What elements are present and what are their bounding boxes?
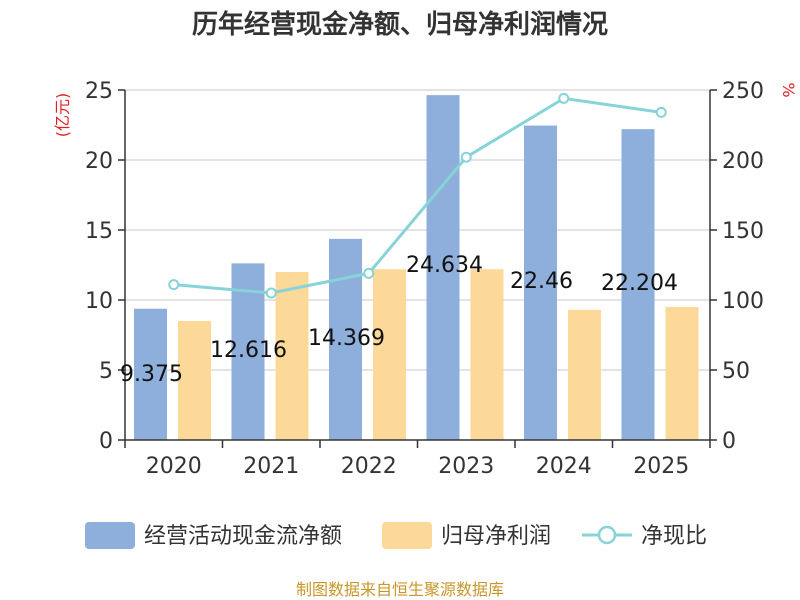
ratio-point: [460, 151, 472, 163]
legend-swatch-cashflow: [85, 522, 135, 549]
ratio-point: [655, 106, 667, 118]
legend-label-cashflow: 经营活动现金流净额: [144, 524, 342, 549]
left-axis-tick-label: 25: [85, 79, 113, 104]
data-label-cashflow: 14.369: [308, 326, 385, 351]
x-axis-tick-label: 2025: [633, 454, 689, 479]
legend-swatch-netprofit: [382, 522, 432, 549]
right-axis-tick-label: 250: [722, 79, 764, 104]
source-note: 制图数据来自恒生聚源数据库: [296, 580, 504, 599]
bar-netprofit: [470, 269, 504, 440]
x-axis-tick-label: 2022: [341, 454, 397, 479]
data-label-cashflow: 22.46: [510, 269, 573, 294]
left-axis-tick-label: 20: [85, 149, 113, 174]
ratio-point: [558, 92, 570, 104]
x-axis-tick-label: 2023: [438, 454, 494, 479]
x-axis-tick-label: 2020: [146, 454, 202, 479]
data-label-cashflow: 9.375: [120, 362, 183, 387]
left-axis-tick-label: 0: [99, 429, 113, 454]
right-axis-tick-label: 0: [722, 429, 736, 454]
data-label-cashflow: 12.616: [210, 338, 287, 363]
legend: 经营活动现金流净额 归母净利润 净现比: [85, 522, 707, 549]
bar-netprofit: [275, 272, 309, 440]
bar-netprofit: [178, 321, 211, 440]
bar-cashflow: [621, 129, 655, 441]
data-label-cashflow: 24.634: [406, 253, 483, 278]
bar-netprofit: [568, 309, 601, 440]
left-axis-unit: (亿元): [53, 93, 72, 138]
ratio-line-series: [168, 92, 667, 299]
bar-netprofit: [665, 307, 699, 440]
bar-netprofit: [373, 269, 406, 440]
ratio-line: [173, 96, 662, 295]
bar-cashflow: [329, 238, 362, 440]
ratio-point: [265, 287, 277, 299]
data-label-cashflow: 22.204: [601, 271, 678, 296]
left-axis-tick-label: 5: [99, 359, 113, 384]
right-axis-tick-label: 200: [722, 149, 764, 174]
right-axis-tick-label: 50: [722, 359, 750, 384]
right-axis-tick-label: 150: [722, 219, 764, 244]
x-axis-tick-label: 2024: [536, 454, 592, 479]
data-labels: 9.375 12.616 14.369 24.634 22.46 22.204: [120, 253, 678, 387]
grid: [125, 89, 710, 371]
right-axis-tick-label: 100: [722, 289, 764, 314]
left-axis-tick-label: 15: [85, 219, 113, 244]
left-axis-tick-label: 10: [85, 289, 113, 314]
ratio-point: [363, 267, 375, 279]
bar-cashflow: [524, 125, 557, 440]
chart-title: 历年经营现金净额、归母净利润情况: [192, 9, 608, 40]
bar-cashflow: [426, 95, 460, 441]
x-axis-tick-label: 2021: [243, 454, 299, 479]
ratio-point: [168, 279, 180, 291]
bar-cashflow: [134, 308, 167, 440]
bars: [134, 95, 699, 441]
legend-marker-ratio: [597, 525, 617, 545]
legend-label-netprofit: 归母净利润: [441, 524, 551, 549]
right-axis-unit: %: [779, 82, 798, 97]
legend-label-ratio: 净现比: [641, 524, 707, 549]
